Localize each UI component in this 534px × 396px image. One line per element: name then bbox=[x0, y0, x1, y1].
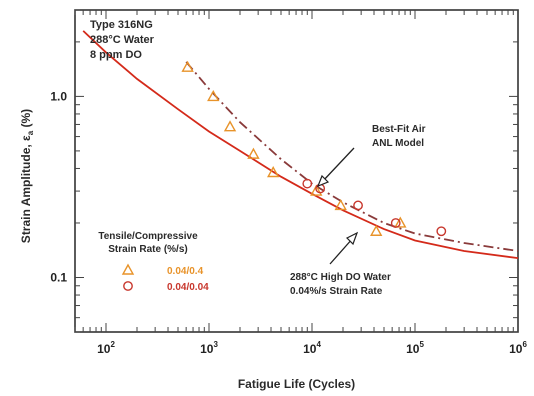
water-model-curve bbox=[82, 30, 519, 259]
y-axis-title-prefix: Strain Amplitude, ε bbox=[19, 135, 33, 243]
triangle-marker bbox=[310, 184, 323, 196]
annotation-air-label: Best-Fit Air bbox=[372, 124, 426, 135]
info-line: 288°C Water bbox=[90, 34, 155, 46]
circle-marker bbox=[390, 218, 401, 228]
x-tick-exp: 6 bbox=[522, 340, 527, 349]
x-tick-base: 10 bbox=[509, 342, 523, 356]
x-tick-label: 104 bbox=[303, 340, 321, 356]
annotation-air-label: ANL Model bbox=[372, 138, 424, 149]
y-tick-label: 0.1 bbox=[50, 270, 67, 284]
triangle-marker bbox=[394, 216, 407, 228]
x-tick-exp: 2 bbox=[110, 340, 115, 349]
x-tick-exp: 3 bbox=[213, 340, 218, 349]
x-tick-exp: 4 bbox=[316, 340, 321, 349]
x-tick-base: 10 bbox=[200, 342, 214, 356]
triangle-marker bbox=[207, 89, 220, 102]
y-tick-label: 1.0 bbox=[50, 89, 67, 103]
x-tick-label: 102 bbox=[97, 340, 115, 356]
triangle-marker bbox=[223, 120, 237, 132]
x-tick-label: 106 bbox=[509, 340, 527, 356]
annotation-water-arrowhead bbox=[345, 231, 359, 246]
circle-marker bbox=[353, 200, 363, 211]
triangle-marker bbox=[181, 60, 194, 72]
legend-triangle-marker bbox=[121, 263, 135, 275]
annotation-water-arrow bbox=[329, 237, 354, 265]
circle-marker bbox=[436, 226, 447, 237]
info-line: 8 ppm DO bbox=[90, 49, 142, 61]
legend-entry-label: 0.04/0.04 bbox=[167, 282, 209, 293]
legend-circle-marker bbox=[123, 281, 133, 291]
y-axis-title-suffix: (%) bbox=[19, 109, 33, 131]
triangle-marker bbox=[267, 166, 280, 178]
info-line: Type 316NG bbox=[90, 19, 153, 31]
x-tick-base: 10 bbox=[97, 342, 111, 356]
air-model-curve bbox=[185, 61, 519, 252]
legend-title: Tensile/Compressive bbox=[98, 231, 198, 242]
legend-entry-label: 0.04/0.4 bbox=[167, 266, 204, 277]
annotation-air-arrow bbox=[321, 147, 355, 183]
annotation-water-label: 0.04%/s Strain Rate bbox=[290, 286, 383, 297]
circle-marker bbox=[302, 178, 313, 189]
y-axis-title: Strain Amplitude, εa (%) bbox=[19, 109, 35, 243]
legend-title: Strain Rate (%/s) bbox=[108, 244, 187, 255]
x-tick-exp: 5 bbox=[419, 340, 424, 349]
x-tick-label: 105 bbox=[406, 340, 424, 356]
x-tick-base: 10 bbox=[303, 342, 317, 356]
triangle-marker bbox=[334, 198, 347, 211]
x-tick-label: 103 bbox=[200, 340, 218, 356]
x-tick-base: 10 bbox=[406, 342, 420, 356]
annotation-water-label: 288°C High DO Water bbox=[290, 272, 391, 283]
y-axis-title-sub: a bbox=[26, 130, 35, 135]
triangle-marker bbox=[247, 147, 260, 159]
triangle-marker bbox=[370, 224, 383, 236]
x-axis-title: Fatigue Life (Cycles) bbox=[238, 377, 355, 391]
annotation-air-arrowhead bbox=[316, 174, 330, 188]
